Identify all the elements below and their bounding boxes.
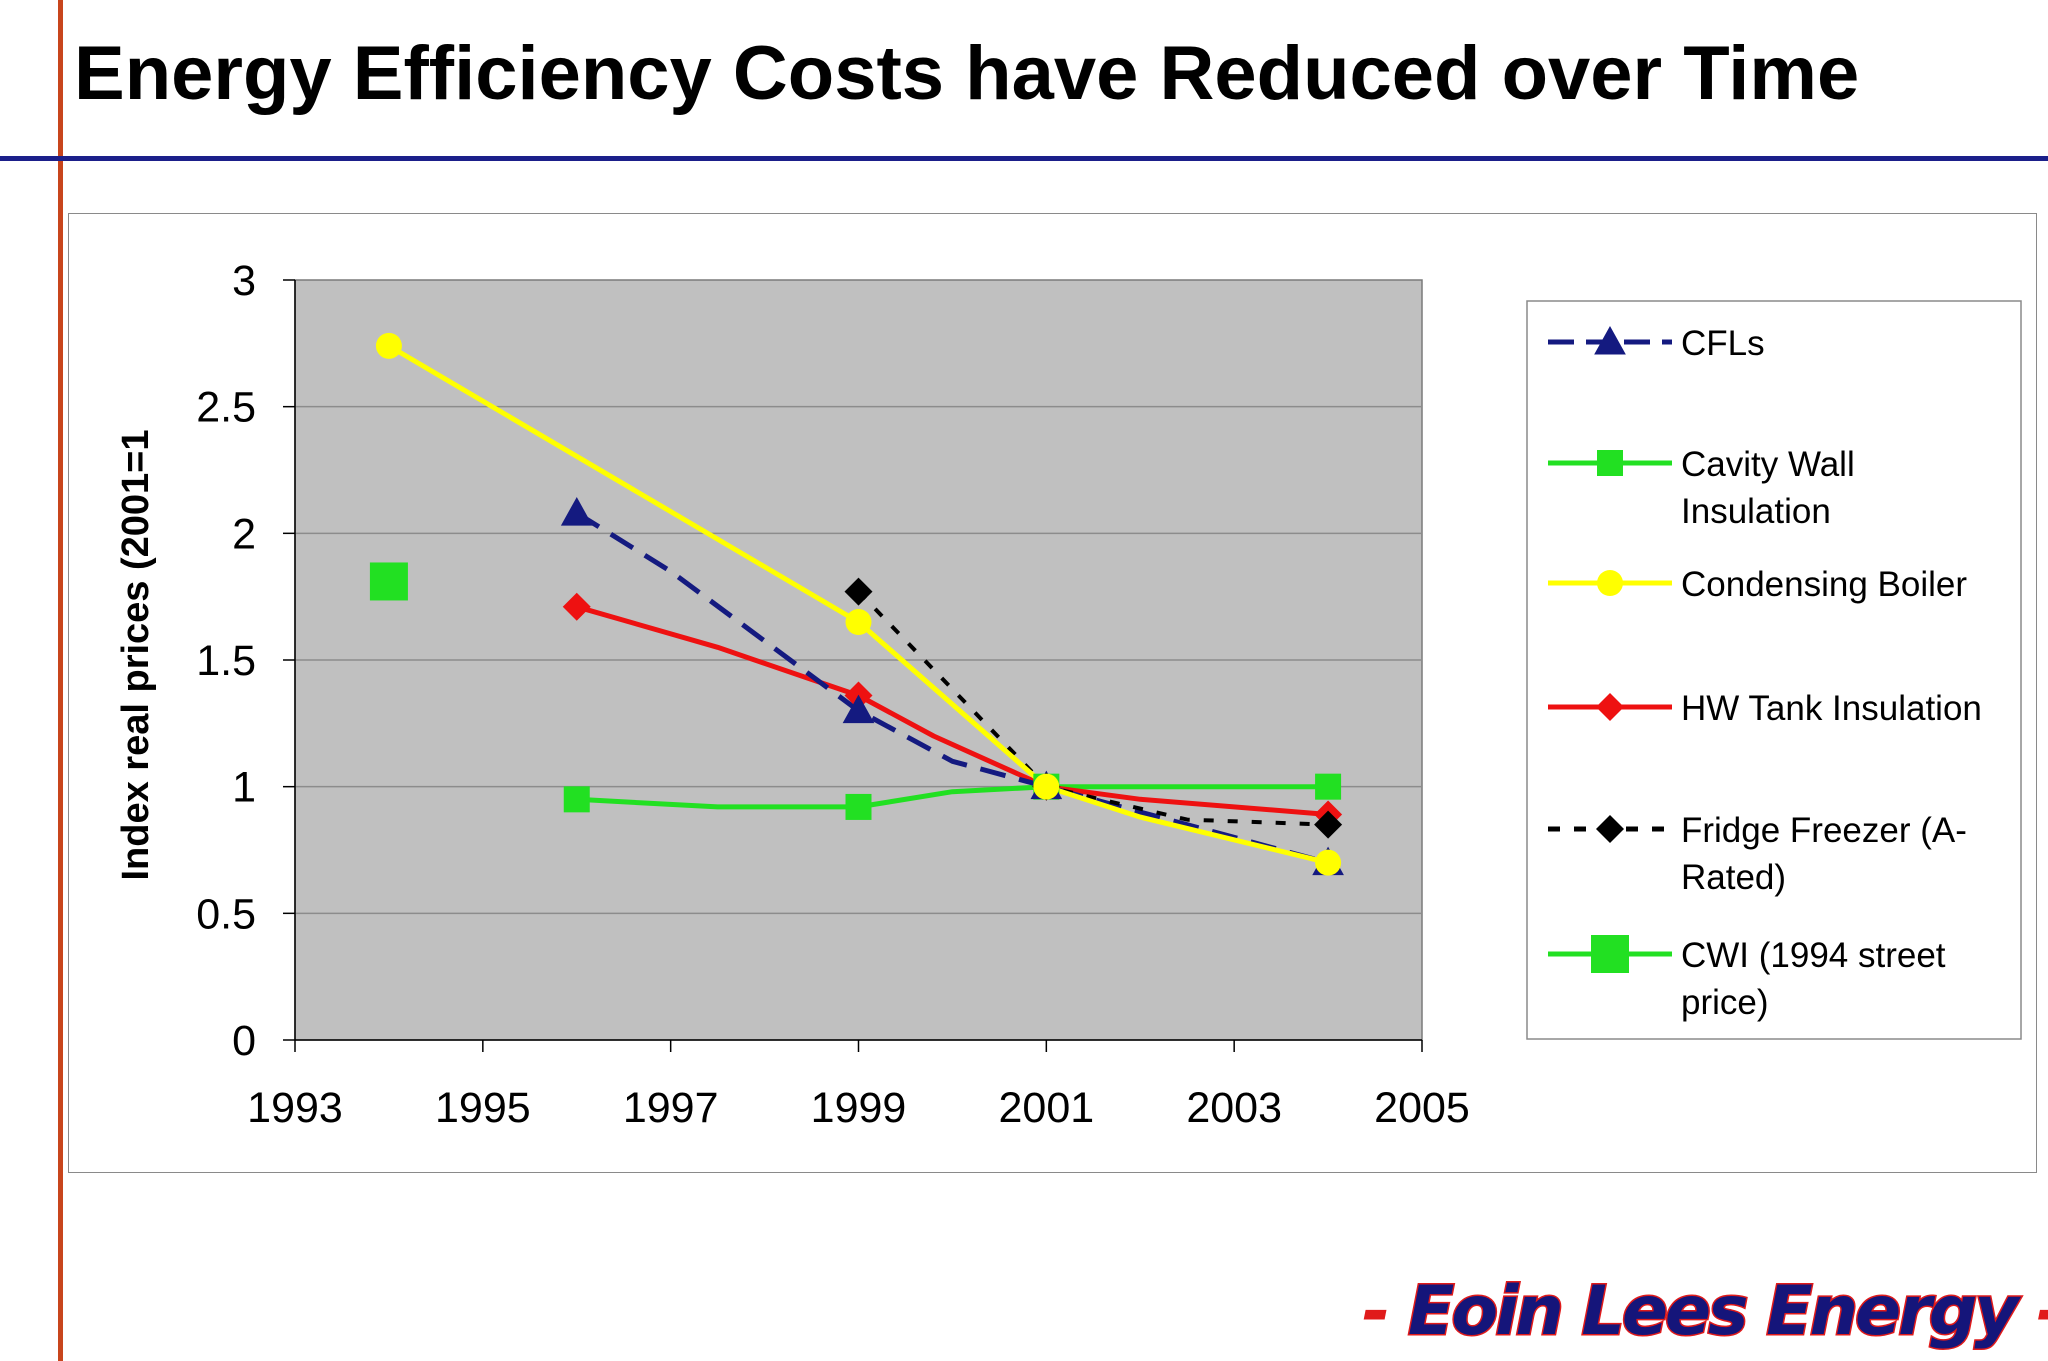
x-tick-label: 1993 [247,1084,343,1132]
legend-marker [1597,570,1623,596]
legend-entry: CFLs [1548,324,1765,363]
data-point [369,562,408,601]
legend-label: CWI (1994 street price) [1681,936,1946,1022]
data-point [1314,810,1343,839]
data-point [845,793,872,820]
data-point [1033,773,1060,800]
brand-dash-left: - [1362,1272,1390,1351]
legend-marker [1596,693,1624,721]
legend-entry: HW Tank Insulation [1548,689,1982,728]
data-point [845,609,872,635]
legend-marker [1591,935,1629,973]
legend-label: CFLs [1681,324,1765,363]
gridlines [295,405,1422,915]
axes [283,279,1423,1052]
y-tick-labels: 0 0.5 1 1.5 2 2.5 3 [196,257,256,1065]
y-tick-label: 1.5 [196,637,256,685]
data-point [842,694,875,724]
data-point [375,332,402,359]
title-underline-rule [0,156,2048,161]
series-line [575,510,1329,866]
data-point [563,786,590,813]
legend-label: Condensing Boiler [1681,565,1967,604]
x-tick-label: 1997 [623,1084,719,1132]
brand-logo: - Eoin Lees Energy - [1362,1276,2048,1347]
data-point [1315,849,1342,876]
vertical-accent-rule [58,0,63,1361]
y-tick-label: 3 [232,257,256,305]
legend-entry: Condensing Boiler [1548,565,1967,604]
y-tick-label: 2 [232,510,256,558]
legend: CFLs Cavity Wall Insulation Condensing Boil… [1548,324,1982,1022]
data-point [560,497,593,526]
y-tick-label: 2.5 [196,384,256,432]
page-title: Energy Efficiency Costs have Reduced ove… [74,31,1860,116]
legend-marker [1594,325,1626,355]
legend-label: Fridge Freezer (A-Rated) [1681,811,1967,897]
x-tick-labels: 1993 1995 1997 1999 2001 2003 2005 [247,1084,1470,1132]
series-line [574,604,1331,817]
legend-label: HW Tank Insulation [1681,689,1982,728]
x-tick-label: 2001 [998,1084,1094,1132]
series-markers [369,332,1344,876]
legend-marker [1596,815,1624,843]
legend-entry: Fridge Freezer (A-Rated) [1548,811,1967,897]
legend-marker [1597,450,1623,476]
data-point [562,592,591,621]
legend-entry: CWI (1994 street price) [1548,935,1946,1022]
data-point [1315,773,1342,800]
x-tick-label: 1995 [435,1084,531,1132]
legend-label: Cavity Wall Insulation [1681,445,1855,531]
x-tick-label: 2005 [1374,1084,1470,1132]
brand-dash-right: - [2036,1272,2048,1351]
brand-name: Eoin Lees Energy [1406,1272,2020,1351]
y-tick-label: 0 [232,1017,256,1065]
y-tick-label: 0.5 [196,890,256,938]
legend-entry: Cavity Wall Insulation [1548,445,1855,531]
series-line [574,784,1331,810]
x-tick-label: 2003 [1186,1084,1282,1132]
x-tick-label: 1999 [811,1084,907,1132]
series-line [857,590,1329,827]
data-point [844,577,873,606]
y-tick-label: 1 [232,764,256,812]
y-axis-label: Index real prices (2001=1 [115,429,157,880]
legend-box [1526,300,2022,1040]
